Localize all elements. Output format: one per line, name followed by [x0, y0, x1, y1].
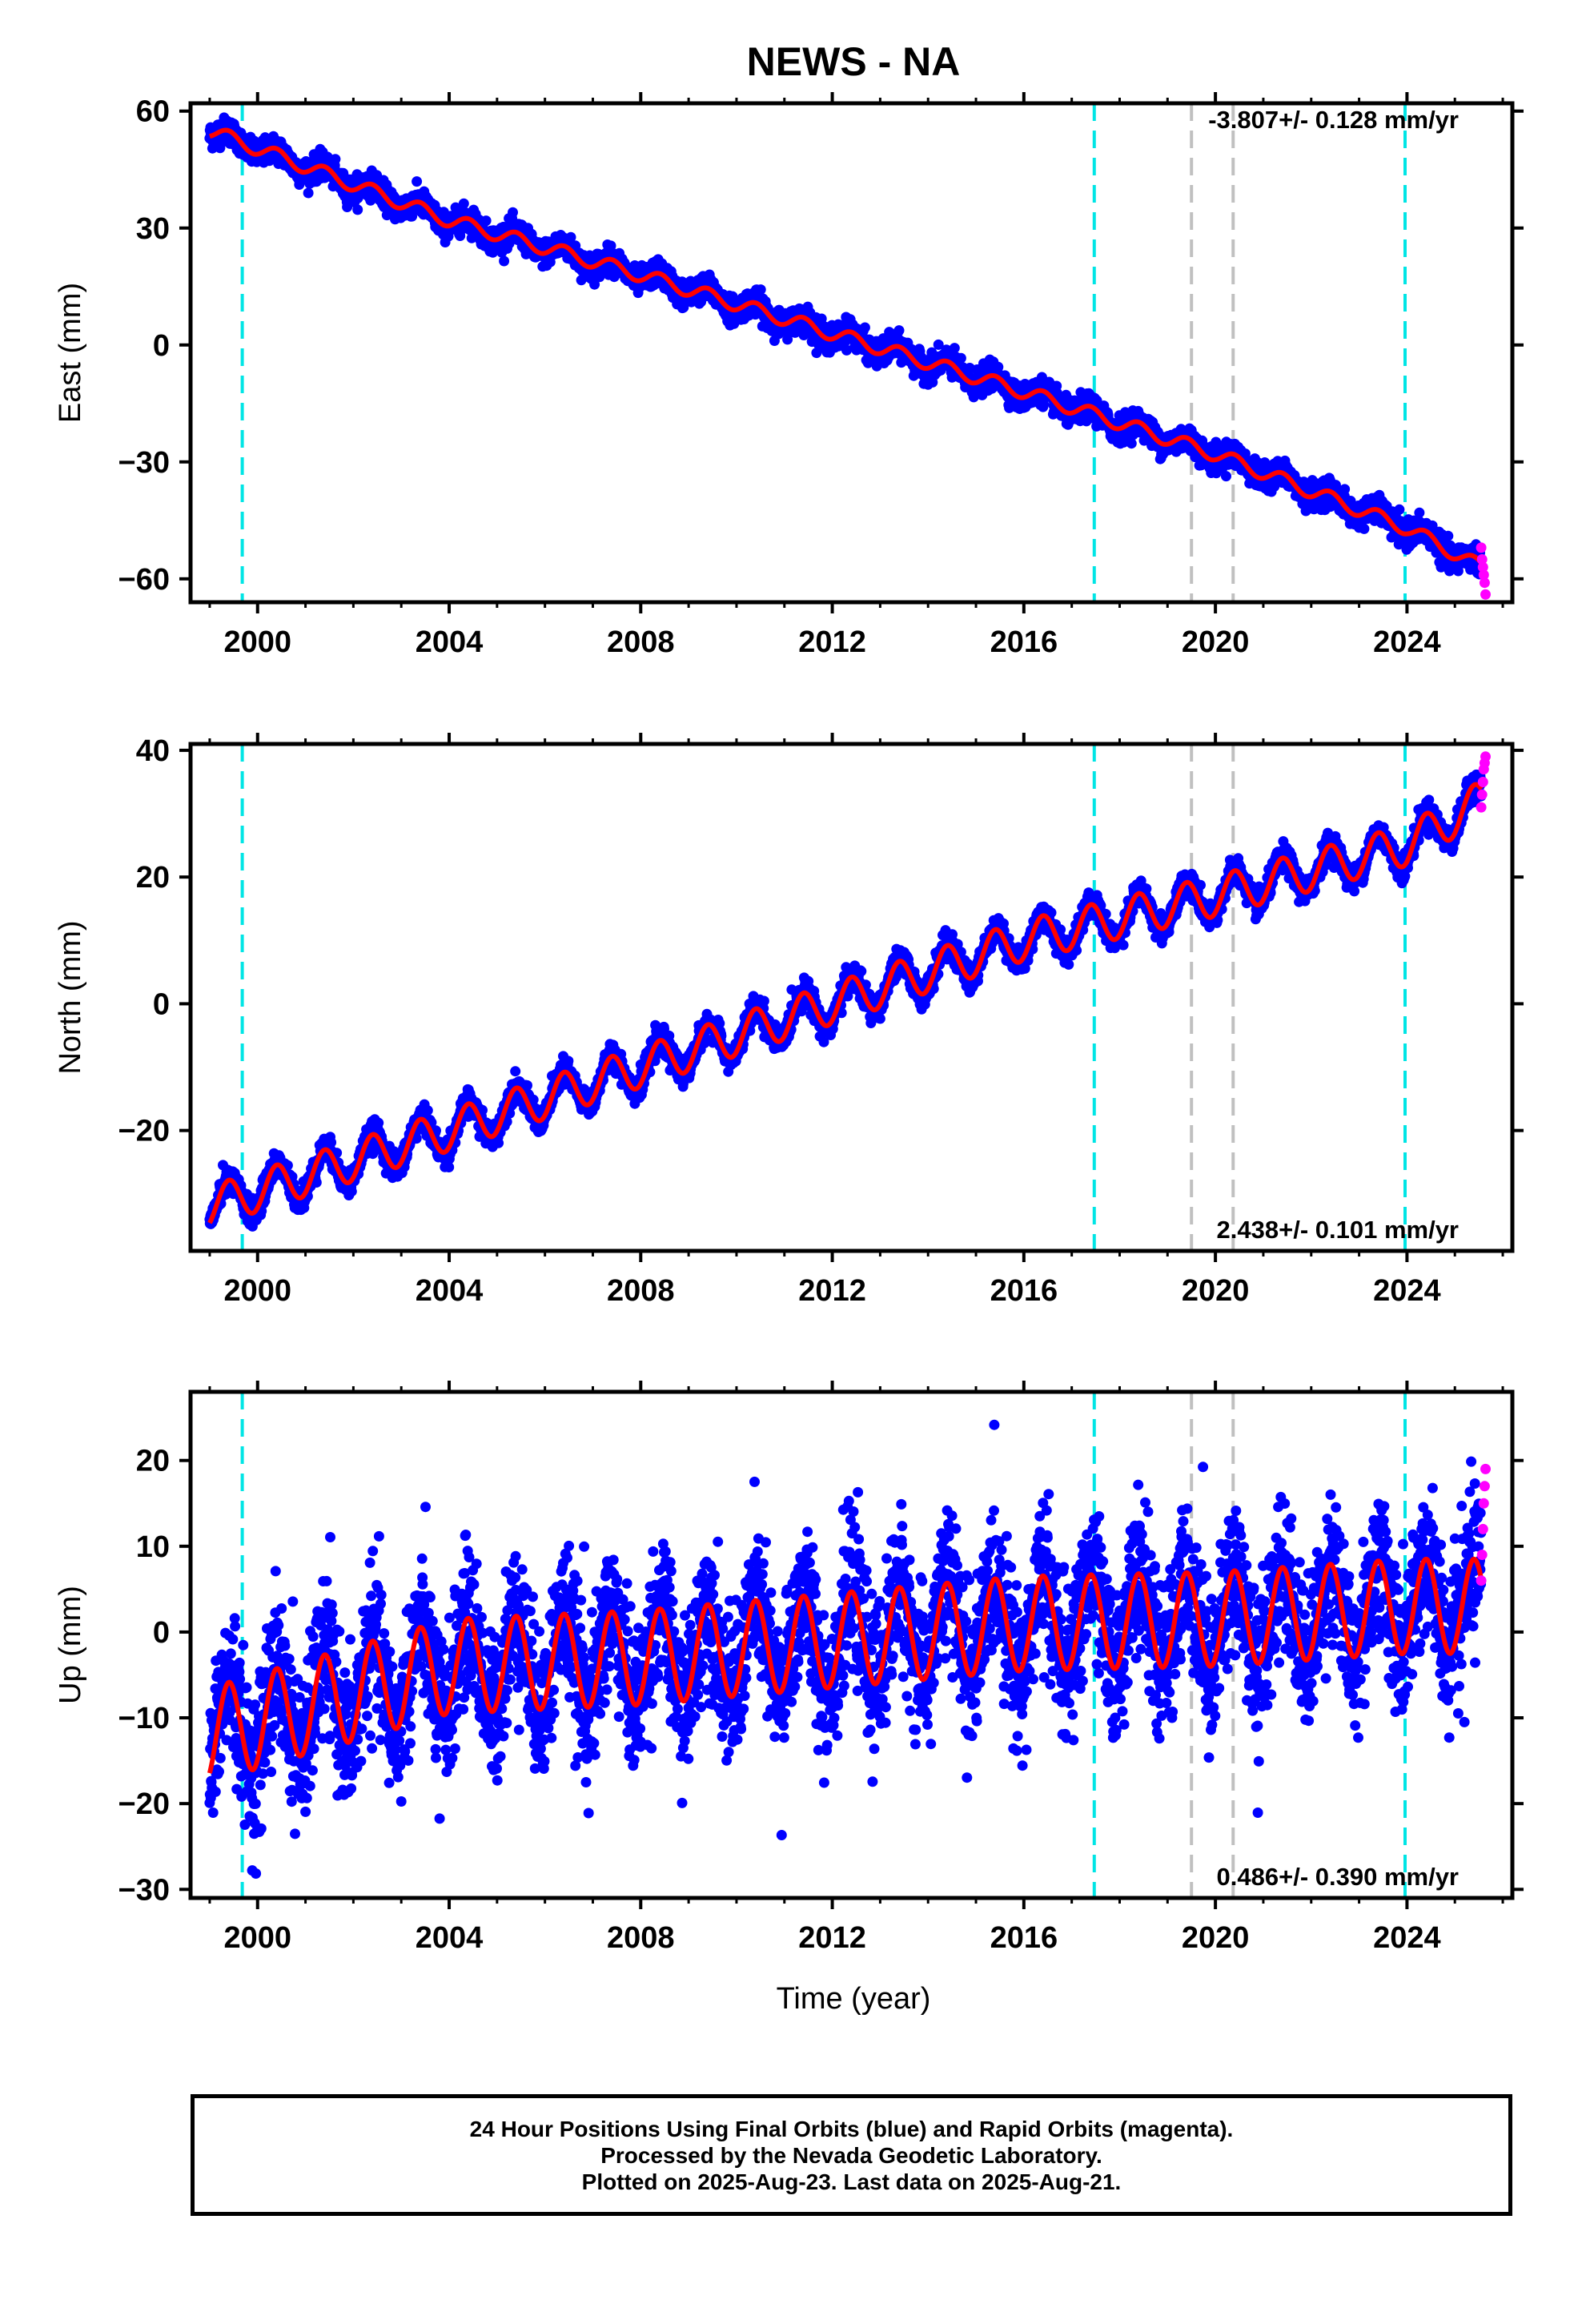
panel-frame [188, 101, 1515, 605]
final-point [605, 240, 616, 251]
final-point [480, 215, 492, 227]
final-point [330, 154, 341, 165]
panel-east: 60 30 0 −30 −60 2000 2004 2008 2012 2016 2020 2024 E… [54, 92, 1524, 659]
x-tick-label: 2008 [607, 625, 675, 659]
rate-label: -3.807+/- 0.128 mm/yr [1208, 106, 1459, 134]
final-point [565, 231, 576, 243]
final-point [1414, 507, 1425, 518]
plot-area [204, 744, 1491, 1251]
rapid-point [1476, 542, 1487, 553]
x-tick-label: 2016 [990, 625, 1058, 659]
final-point [412, 176, 423, 187]
final-point [811, 348, 822, 359]
final-point [352, 204, 363, 215]
final-point [303, 187, 314, 199]
final-point [508, 207, 518, 218]
final-orbit-points [204, 769, 1487, 1232]
final-point [1394, 504, 1405, 515]
y-tick-label: 60 [136, 95, 170, 129]
x-tick-label: 2020 [1182, 625, 1250, 659]
rapid-point [1480, 589, 1491, 600]
final-point [1339, 484, 1351, 495]
y-tick-label: 0 [153, 329, 170, 363]
final-point [859, 322, 870, 333]
final-point [755, 284, 766, 296]
y-axis-label: East (mm) [54, 283, 87, 423]
final-point [1359, 523, 1370, 534]
x-tick-label: 2000 [223, 625, 291, 659]
final-point [955, 352, 966, 364]
x-tick-label: 2024 [1373, 625, 1441, 659]
final-point [893, 325, 905, 336]
x-tick-label: 2012 [798, 625, 866, 659]
final-point [1443, 530, 1454, 541]
final-point [949, 343, 960, 354]
final-point [933, 339, 944, 350]
rapid-point [1479, 577, 1490, 589]
final-point [589, 279, 600, 290]
final-point [1221, 471, 1231, 482]
final-point [499, 255, 510, 267]
y-tick-label: 30 [136, 212, 170, 246]
final-point [841, 344, 852, 356]
y-tick-label: −30 [118, 446, 170, 480]
final-point [458, 198, 469, 209]
y-tick-label: −60 [118, 563, 170, 597]
plot-area [204, 103, 1491, 602]
final-point [1126, 438, 1137, 449]
chart-title: NEWS - NA [747, 39, 961, 84]
final-orbit-points [204, 112, 1487, 580]
final-point [455, 231, 466, 241]
x-tick-label: 2004 [416, 625, 484, 659]
